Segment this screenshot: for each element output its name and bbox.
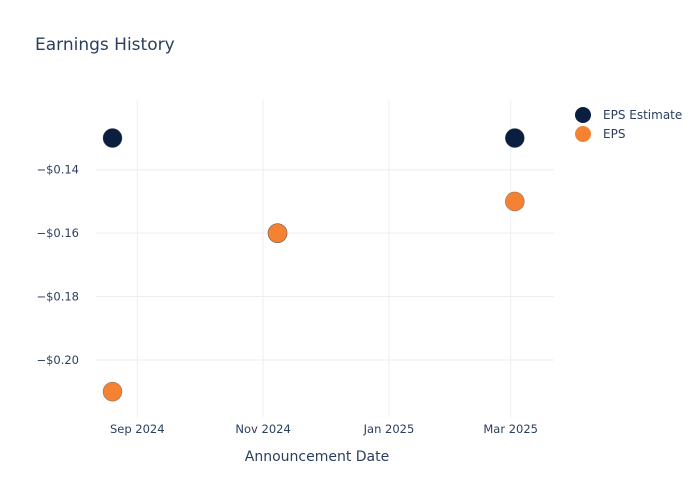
x-axis-ticks: Sep 2024 Nov 2024 Jan 2025 Mar 2025: [110, 422, 538, 436]
legend-marker-eps: [575, 126, 591, 142]
eps-point: [102, 381, 123, 402]
y-tick-label: −$0.20: [36, 353, 79, 367]
grid: [96, 100, 554, 417]
eps-point: [267, 223, 288, 243]
eps-estimate-point: [505, 128, 525, 148]
x-axis-title: Announcement Date: [245, 449, 389, 465]
x-tick-label: Sep 2024: [110, 422, 165, 436]
legend-label-eps: EPS: [603, 127, 625, 141]
x-tick-label: Jan 2025: [363, 422, 415, 436]
eps-point: [505, 191, 525, 212]
y-tick-label: −$0.16: [36, 226, 79, 240]
y-axis-ticks: −$0.14 −$0.16 −$0.18 −$0.20: [36, 163, 79, 367]
eps-estimate-point: [102, 128, 123, 148]
x-tick-label: Mar 2025: [483, 422, 538, 436]
y-tick-label: −$0.14: [36, 163, 79, 177]
legend: EPS Estimate EPS: [575, 107, 682, 142]
x-tick-label: Nov 2024: [235, 422, 290, 436]
y-tick-label: −$0.18: [36, 290, 79, 304]
legend-label-eps-estimate: EPS Estimate: [603, 108, 682, 122]
chart-title: Earnings History: [35, 35, 175, 55]
data-points: [102, 128, 525, 402]
legend-marker-eps-estimate: [575, 107, 591, 123]
